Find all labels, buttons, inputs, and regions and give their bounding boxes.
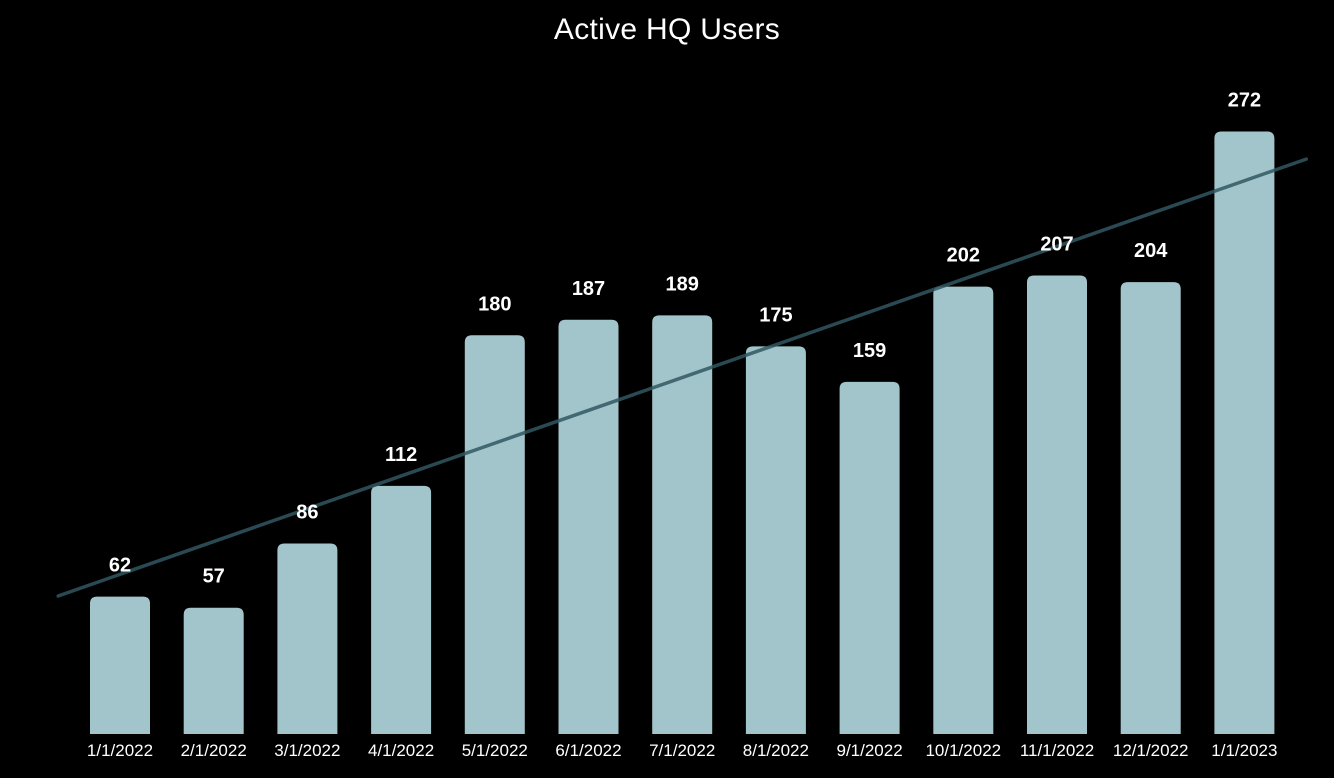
x-tick-label: 9/1/2022 <box>837 741 903 760</box>
bar-value-label: 175 <box>759 304 792 326</box>
bar <box>277 543 338 734</box>
bar-value-label: 272 <box>1228 90 1261 112</box>
bar <box>464 335 525 734</box>
bar <box>839 381 900 734</box>
bar-value-label: 207 <box>1040 233 1073 255</box>
x-tick-label: 1/1/2023 <box>1211 741 1277 760</box>
x-tick-label: 7/1/2022 <box>649 741 715 760</box>
bar <box>1214 131 1275 734</box>
bar-value-label: 159 <box>853 340 886 362</box>
bar-value-label: 202 <box>947 245 980 267</box>
bar-value-label: 189 <box>666 273 699 295</box>
bar-value-label: 57 <box>203 566 225 588</box>
x-tick-label: 12/1/2022 <box>1113 741 1189 760</box>
bar <box>1120 282 1181 734</box>
bar-value-label: 62 <box>109 555 131 577</box>
trendline <box>56 157 1308 598</box>
bar-value-label: 204 <box>1134 240 1168 262</box>
bar-value-label: 180 <box>478 293 511 315</box>
bar <box>371 485 432 734</box>
bar <box>558 319 619 734</box>
bar <box>652 315 713 734</box>
x-tick-label: 11/1/2022 <box>1020 741 1094 760</box>
chart-title: Active HQ Users <box>553 13 781 46</box>
bar-value-label: 112 <box>385 444 417 466</box>
x-tick-label: 4/1/2022 <box>368 741 434 760</box>
x-tick-label: 10/1/2022 <box>925 741 1001 760</box>
bar <box>90 596 150 734</box>
x-tick-label: 8/1/2022 <box>743 741 809 760</box>
bar <box>933 286 994 734</box>
bar-value-label: 187 <box>572 278 605 300</box>
bar <box>745 346 806 734</box>
bar-value-label: 86 <box>296 502 318 524</box>
x-tick-label: 6/1/2022 <box>555 741 621 760</box>
x-tick-label: 2/1/2022 <box>181 741 247 760</box>
bar <box>1027 275 1087 734</box>
bar <box>183 607 244 734</box>
x-tick-label: 5/1/2022 <box>462 741 528 760</box>
x-tick-label: 1/1/2022 <box>87 741 153 760</box>
x-tick-label: 3/1/2022 <box>274 741 340 760</box>
